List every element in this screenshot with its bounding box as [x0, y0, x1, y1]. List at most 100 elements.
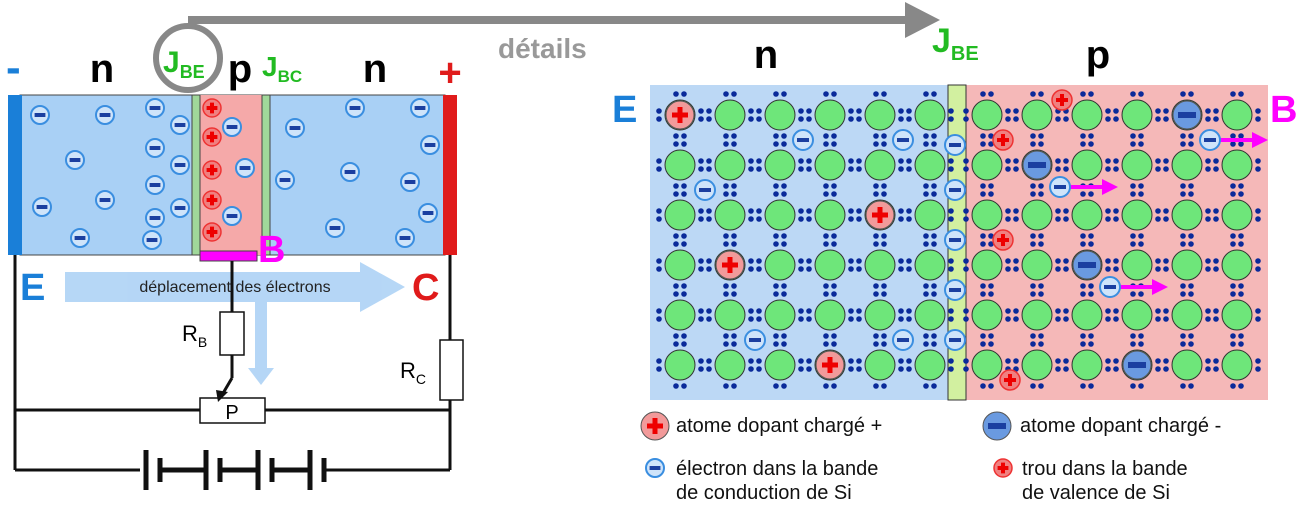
electron-sign — [226, 214, 238, 218]
bond-electron — [848, 216, 854, 222]
bond-electron — [963, 116, 969, 122]
bond-electron — [1038, 333, 1044, 339]
details-arrow — [153, 2, 940, 93]
junction-label: JBE — [163, 46, 205, 82]
bond-electron — [1030, 241, 1036, 247]
bond-electron — [1055, 316, 1061, 322]
bond-electron — [1188, 383, 1194, 389]
minus-terminal: - — [6, 43, 21, 92]
bond-electron — [1055, 366, 1061, 372]
bond-electron — [988, 233, 994, 239]
atom — [914, 149, 946, 181]
flow-arrow — [65, 262, 405, 385]
bond-electron — [931, 383, 937, 389]
bond-electron — [1180, 133, 1186, 139]
atom — [864, 249, 896, 281]
bond-electron — [723, 91, 729, 97]
atom — [714, 199, 746, 231]
bond-electron — [1063, 358, 1069, 364]
hole-sign — [206, 131, 218, 143]
legend-text: atome dopant chargé + — [676, 415, 882, 437]
bond-electron — [988, 133, 994, 139]
bond-electron — [1063, 208, 1069, 214]
bond-electron — [1138, 233, 1144, 239]
bond-electron — [963, 308, 969, 314]
bond-electron — [963, 158, 969, 164]
atom — [1071, 349, 1103, 381]
bond-electron — [823, 183, 829, 189]
electron-sign — [279, 178, 291, 182]
bond-electron — [1230, 283, 1236, 289]
dopant-sign — [822, 357, 838, 373]
bond-electron — [723, 383, 729, 389]
bond-electron — [948, 166, 954, 172]
atom — [1221, 149, 1253, 181]
bond-electron — [656, 316, 662, 322]
atom — [971, 199, 1003, 231]
atom — [1021, 299, 1053, 331]
electron-sign — [949, 288, 961, 292]
bond-electron — [1055, 216, 1061, 222]
bond-electron — [1105, 216, 1111, 222]
bond-electron — [823, 233, 829, 239]
atom — [814, 299, 846, 331]
bond-electron — [1013, 258, 1019, 264]
bond-electron — [1113, 166, 1119, 172]
atom — [764, 299, 796, 331]
bond-electron — [731, 283, 737, 289]
bond-electron — [1038, 183, 1044, 189]
bond-electron — [748, 166, 754, 172]
bond-electron — [706, 216, 712, 222]
bond-electron — [731, 233, 737, 239]
bond-electron — [931, 233, 937, 239]
electron-sign — [422, 211, 434, 215]
atom — [714, 349, 746, 381]
atom — [971, 149, 1003, 181]
bond-electron — [980, 291, 986, 297]
bond-electron — [706, 316, 712, 322]
bond-electron — [656, 308, 662, 314]
bond-electron — [1013, 316, 1019, 322]
bond-electron — [706, 358, 712, 364]
bond-electron — [1163, 116, 1169, 122]
region-label: n — [754, 33, 778, 77]
base-label: B — [1270, 89, 1297, 131]
atom — [814, 249, 846, 281]
bond-electron — [1155, 208, 1161, 214]
bond-electron — [1038, 383, 1044, 389]
electron-sign — [424, 143, 436, 147]
bond-electron — [698, 316, 704, 322]
bond-electron — [963, 216, 969, 222]
electron-sign — [1054, 185, 1066, 189]
bond-electron — [1105, 166, 1111, 172]
bond-electron — [798, 258, 804, 264]
bond-electron — [980, 141, 986, 147]
bond-electron — [1055, 358, 1061, 364]
bond-electron — [856, 258, 862, 264]
bond-electron — [963, 108, 969, 114]
atom — [764, 99, 796, 131]
resistor-label: RB — [182, 321, 207, 350]
bond-electron — [1188, 233, 1194, 239]
electron-sign — [149, 183, 161, 187]
bond-electron — [931, 191, 937, 197]
hole-sign — [997, 134, 1009, 146]
bond-electron — [823, 91, 829, 97]
region-label: p — [1086, 33, 1110, 77]
electron-sign — [404, 180, 416, 184]
bond-electron — [698, 358, 704, 364]
bond-electron — [673, 291, 679, 297]
bond-electron — [748, 358, 754, 364]
bond-electron — [1205, 108, 1211, 114]
bond-electron — [873, 191, 879, 197]
bond-electron — [848, 258, 854, 264]
dopant-sign — [647, 418, 663, 434]
bond-electron — [756, 108, 762, 114]
bond-electron — [923, 191, 929, 197]
bond-electron — [698, 258, 704, 264]
bond-electron — [980, 191, 986, 197]
bond-electron — [948, 108, 954, 114]
bond-electron — [1230, 233, 1236, 239]
bond-electron — [848, 158, 854, 164]
bond-electron — [823, 283, 829, 289]
